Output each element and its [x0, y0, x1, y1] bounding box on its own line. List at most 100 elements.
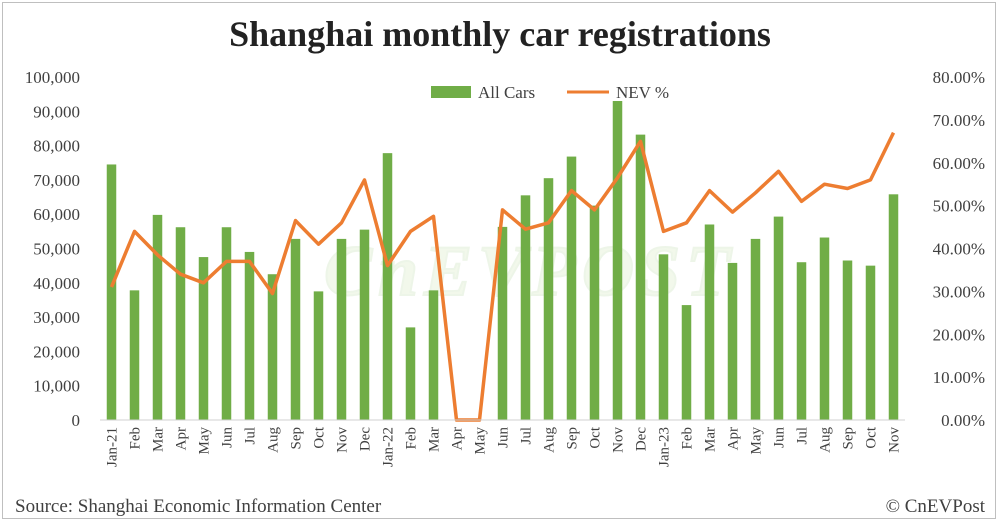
nev-line: [109, 131, 896, 422]
bar: [129, 290, 140, 420]
bar: [382, 153, 393, 420]
x-tick-label: Oct: [588, 426, 604, 448]
x-tick-label: Apr: [450, 427, 466, 450]
left-axis: 0 10,000 20,000 30,000 40,000 50,000 60,000 70,…: [25, 68, 80, 430]
x-tick-label: Aug: [542, 427, 558, 453]
x-tick-label: Nov: [335, 427, 351, 453]
legend-label-nev: NEV %: [616, 83, 669, 102]
bar-series-all-cars: [106, 101, 899, 421]
x-tick-label: May: [473, 427, 489, 455]
x-tick-label: Jun: [496, 427, 512, 448]
bar: [658, 254, 669, 420]
credit-note: © CnEVPost: [886, 496, 986, 517]
bar: [313, 291, 324, 420]
y-left-tick-label: 70,000: [33, 171, 80, 190]
y-left-tick-label: 30,000: [33, 308, 80, 327]
bar: [152, 214, 163, 420]
x-tick-label: Sep: [841, 427, 857, 450]
bar: [681, 305, 692, 420]
bar: [520, 195, 531, 420]
x-tick-label: Dec: [634, 427, 650, 451]
x-tick-label: Jan-21: [105, 427, 121, 467]
y-left-tick-label: 100,000: [25, 68, 80, 87]
legend-swatch-all-cars: [431, 86, 471, 98]
bar: [543, 178, 554, 420]
bar: [428, 290, 439, 420]
bar: [405, 327, 416, 420]
legend-label-all-cars: All Cars: [478, 83, 535, 102]
x-axis: Jan-21 Feb Mar Apr May Jun Jul Aug Sep Oct Nov Dec J…: [105, 426, 903, 467]
y-left-tick-label: 0: [72, 411, 81, 430]
y-left-tick-label: 60,000: [33, 205, 80, 224]
y-left-tick-label: 40,000: [33, 274, 80, 293]
x-tick-label: Feb: [680, 427, 696, 450]
y-left-tick-label: 50,000: [33, 240, 80, 259]
y-right-tick-label: 40.00%: [933, 240, 985, 259]
x-tick-label: May: [197, 427, 213, 455]
x-tick-label: Oct: [864, 426, 880, 448]
x-tick-label: Feb: [404, 427, 420, 450]
x-tick-label: Jul: [519, 427, 535, 445]
x-tick-label: Apr: [726, 427, 742, 450]
x-tick-label: Nov: [887, 427, 903, 453]
x-tick-label: Nov: [611, 427, 627, 453]
bar: [750, 238, 761, 420]
bar: [221, 227, 232, 420]
right-axis: 0.00% 10.00% 20.00% 30.00% 40.00% 50.00% 60.00…: [933, 68, 985, 430]
line-series-nev-percent: [109, 131, 896, 422]
y-right-tick-label: 10.00%: [933, 368, 985, 387]
x-tick-label: Jan-22: [381, 427, 397, 467]
y-right-tick-label: 60.00%: [933, 154, 985, 173]
bar: [773, 216, 784, 420]
y-right-tick-label: 0.00%: [941, 411, 985, 430]
x-tick-label: Aug: [266, 427, 282, 453]
x-tick-label: Sep: [289, 427, 305, 450]
bar: [635, 134, 646, 420]
y-right-tick-label: 20.00%: [933, 325, 985, 344]
x-tick-label: Dec: [358, 427, 374, 451]
x-tick-label: Jul: [243, 427, 259, 445]
y-right-tick-label: 80.00%: [933, 68, 985, 87]
bar: [175, 227, 186, 420]
bar: [106, 164, 117, 420]
x-tick-label: Apr: [174, 427, 190, 450]
y-left-tick-label: 20,000: [33, 342, 80, 361]
bar: [589, 205, 600, 420]
x-tick-label: Jan-23: [657, 427, 673, 467]
bar: [336, 238, 347, 420]
bar: [704, 224, 715, 420]
legend: All Cars NEV %: [431, 83, 669, 102]
x-tick-label: Mar: [151, 427, 167, 452]
y-right-tick-label: 50.00%: [933, 197, 985, 216]
source-note: Source: Shanghai Economic Information Ce…: [15, 496, 382, 517]
x-tick-label: May: [749, 427, 765, 455]
x-tick-label: Aug: [818, 427, 834, 453]
x-tick-label: Sep: [565, 427, 581, 450]
bar: [888, 194, 899, 420]
x-tick-label: Feb: [128, 427, 144, 450]
y-left-tick-label: 10,000: [33, 377, 80, 396]
bar: [244, 251, 255, 420]
bar: [198, 257, 209, 420]
bar: [819, 237, 830, 420]
bar: [727, 262, 738, 420]
bar: [267, 274, 278, 420]
y-right-tick-label: 30.00%: [933, 282, 985, 301]
x-tick-label: Mar: [703, 427, 719, 452]
x-tick-label: Oct: [312, 426, 328, 448]
bar: [497, 226, 508, 420]
y-right-tick-label: 70.00%: [933, 111, 985, 130]
bar: [842, 260, 853, 420]
bar: [796, 262, 807, 420]
y-left-tick-label: 90,000: [33, 102, 80, 121]
x-tick-label: Jun: [220, 427, 236, 448]
x-tick-label: Jun: [772, 427, 788, 448]
bar: [566, 156, 577, 421]
bar: [865, 265, 876, 420]
x-tick-label: Mar: [427, 427, 443, 452]
chart-title: Shanghai monthly car registrations: [229, 14, 771, 54]
bar: [612, 101, 623, 420]
bar: [359, 229, 370, 420]
